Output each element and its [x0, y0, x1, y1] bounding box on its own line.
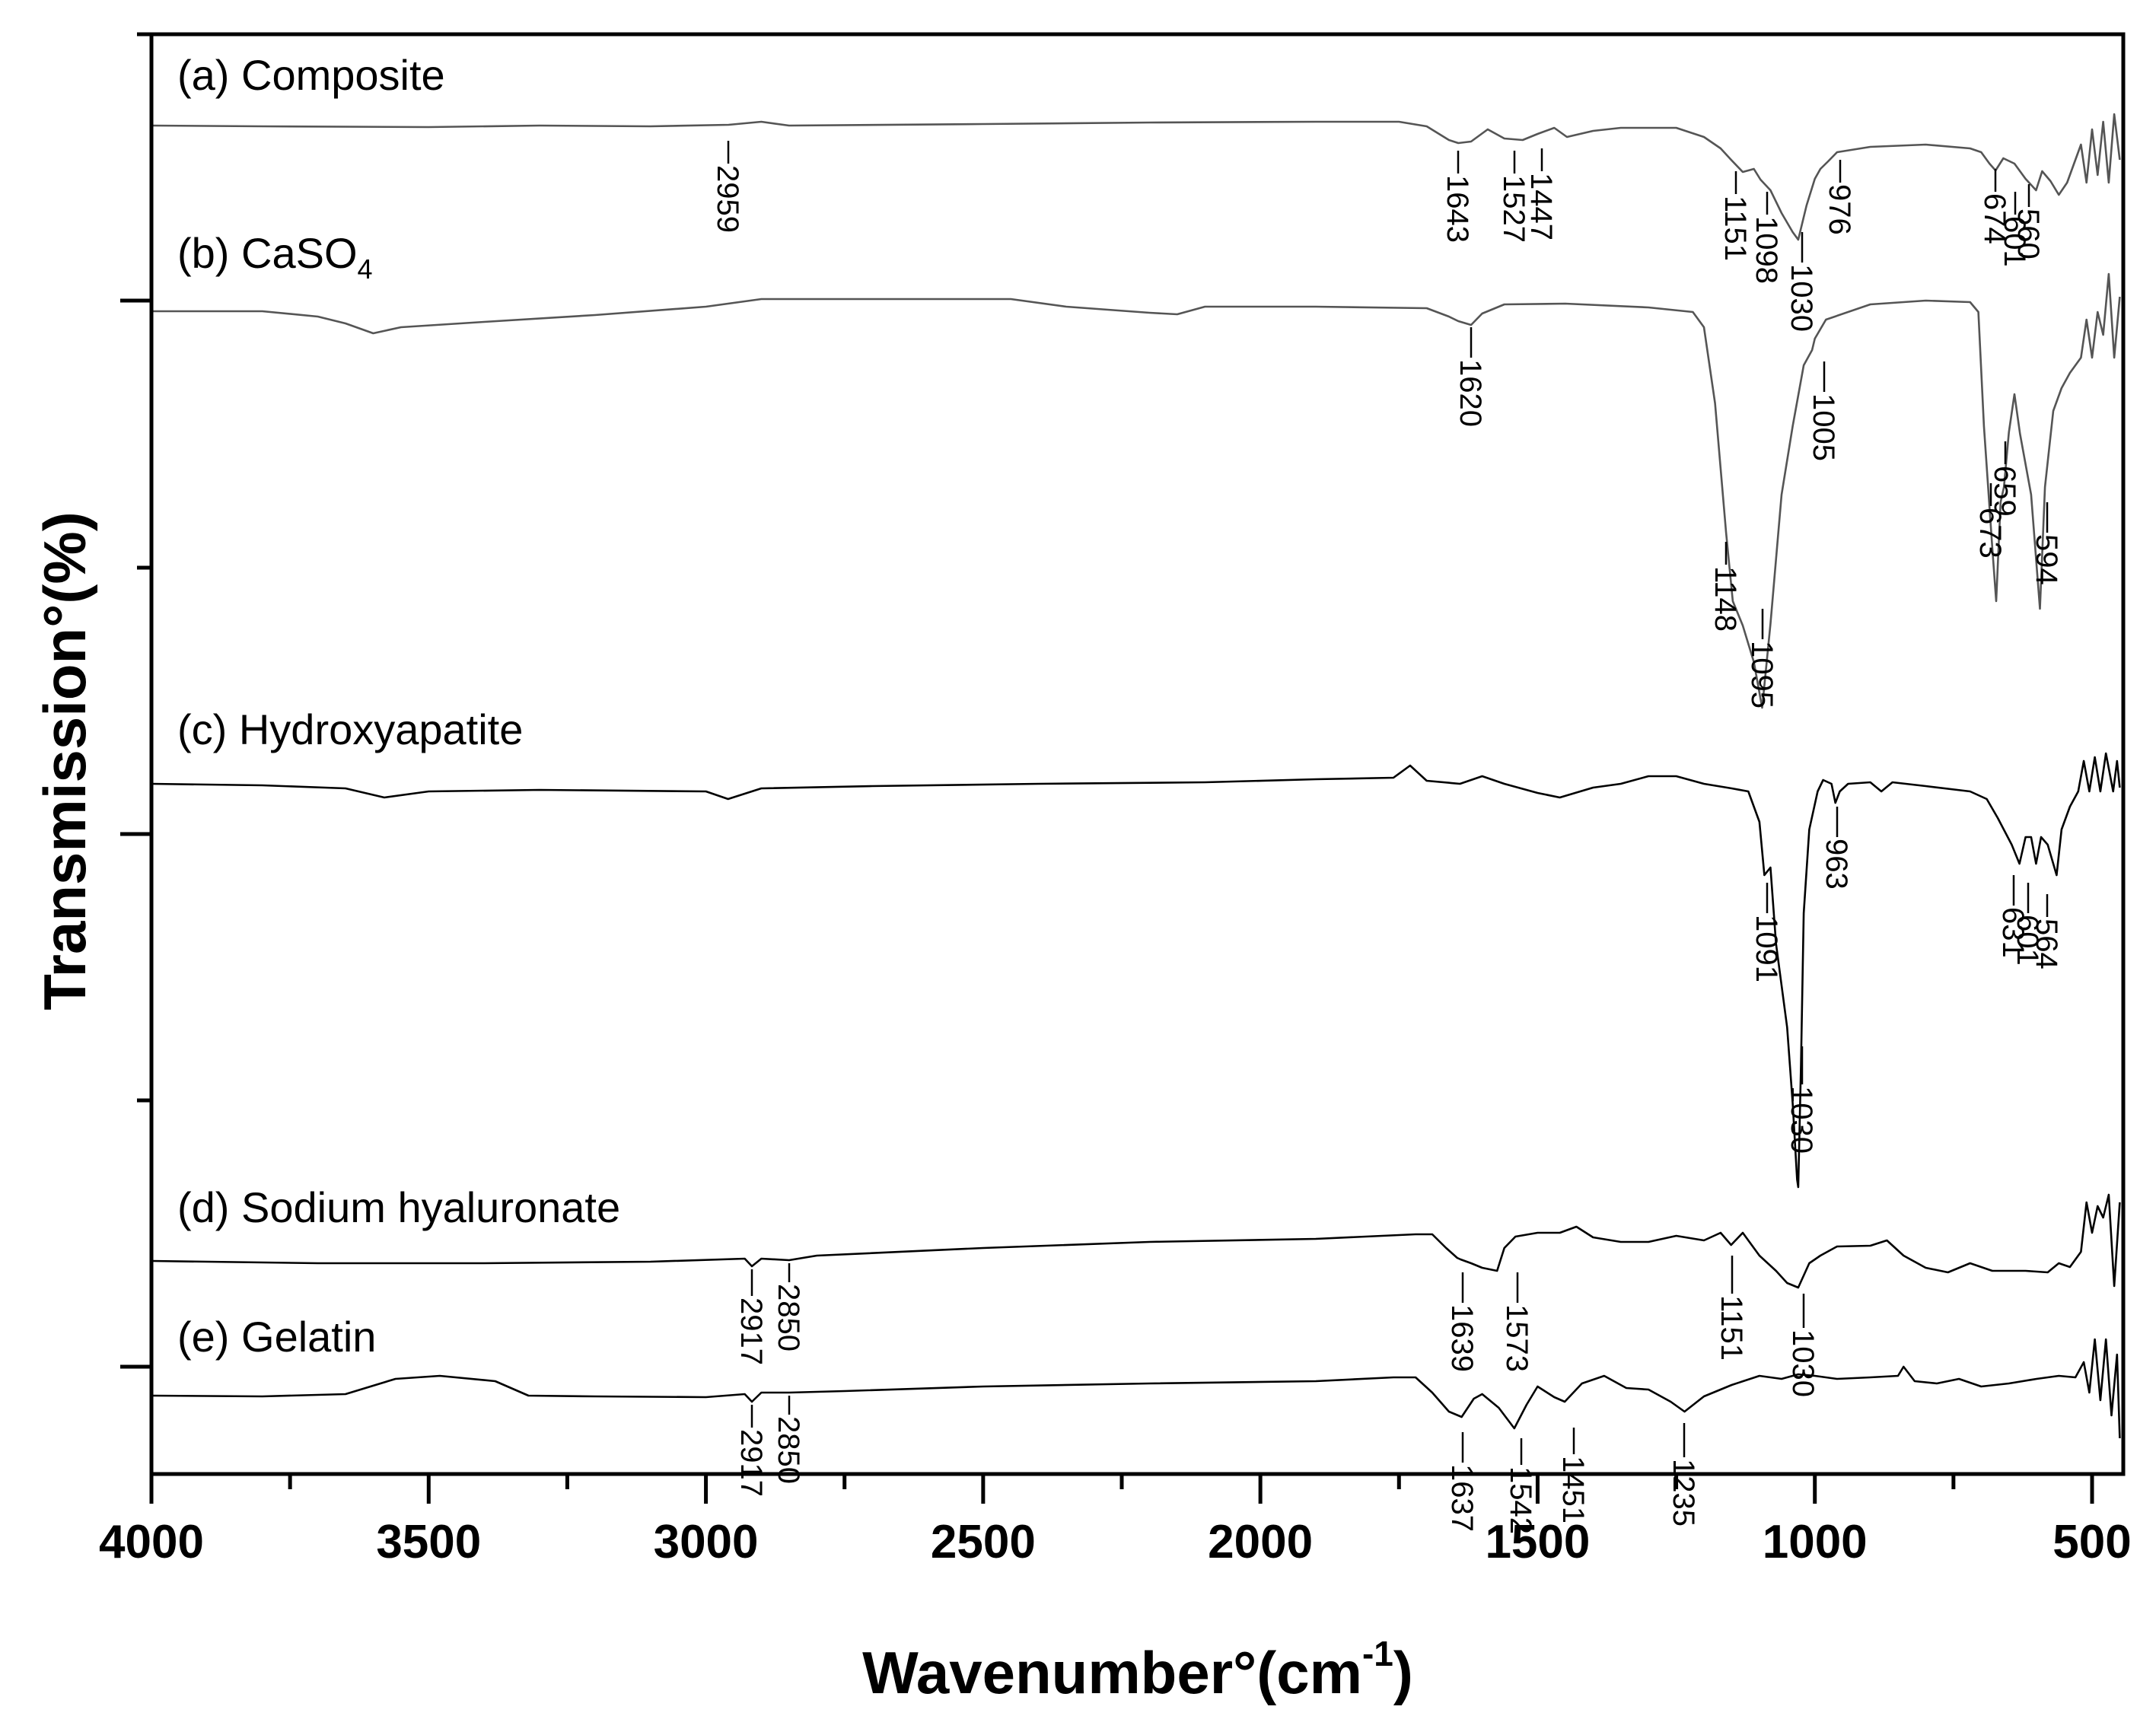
peak-label: 963: [1820, 839, 1853, 890]
peak-label: 1643: [1441, 175, 1474, 243]
peak-label: 1151: [1718, 196, 1752, 261]
peak-label: 564: [2030, 918, 2063, 969]
peak-label: 2959: [711, 165, 744, 233]
peak-label: 594: [2030, 534, 2063, 585]
series-label-gelatin: (e) Gelatin: [177, 1313, 376, 1361]
series-label-sodium-hyaluronate: (d) Sodium hyaluronate: [177, 1183, 620, 1231]
plot-frame: [149, 32, 2126, 1476]
peak-label: 631: [1996, 907, 2030, 958]
x-tick-label: 3500: [376, 1516, 481, 1568]
peak-label: 2850: [772, 1284, 805, 1351]
peak-label: 659: [1988, 466, 2021, 517]
peak-label: 1148: [1709, 566, 1742, 632]
series-label-hydroxyapatite: (c) Hydroxyapatite: [177, 705, 523, 753]
spectrum-trace: [151, 752, 2121, 1189]
peak-label: 1639: [1445, 1304, 1479, 1372]
peak-label: 1573: [1500, 1304, 1533, 1372]
x-axis-ticks: 4000 3500 3000 2500 2000 1500 1000 500: [99, 1474, 2132, 1568]
spectrum-trace: [151, 272, 2121, 709]
peak-label: 1451: [1556, 1456, 1590, 1523]
peak-label: 1095: [1745, 641, 1779, 708]
peak-label: 2917: [734, 1297, 768, 1365]
peak-label: 1235: [1667, 1459, 1700, 1527]
peak-label: 1030: [1786, 1329, 1820, 1397]
peak-label: 674: [1978, 193, 2011, 244]
peak-label: 1030: [1785, 264, 1818, 332]
series-label-caso4: (b) CaSO4: [177, 229, 373, 285]
peak-label: 560: [2011, 209, 2045, 259]
peak-label: 1620: [1454, 359, 1487, 427]
peak-label: 1527: [1497, 175, 1530, 243]
y-axis-title: Transmission°(%): [31, 511, 98, 1010]
spectrum-trace: [151, 1193, 2121, 1289]
peak-label: 601: [1998, 216, 2031, 267]
x-tick-label: 1500: [1485, 1516, 1590, 1568]
x-axis-title: Wavenumber°(cm-1): [862, 1634, 1413, 1706]
x-tick-label: 2000: [1208, 1516, 1313, 1568]
series-label-composite: (a) Composite: [177, 51, 445, 99]
peak-label: 1447: [1524, 173, 1558, 240]
peak-label: 1542: [1504, 1466, 1537, 1534]
spectrum-traces: [151, 113, 2121, 1439]
x-tick-label: 3000: [654, 1516, 759, 1568]
spectrum-trace: [151, 113, 2121, 241]
y-axis-ticks: [120, 32, 151, 1369]
peak-label: 601: [2011, 915, 2044, 966]
spectrum-trace: [151, 1338, 2121, 1439]
x-tick-label: 500: [2052, 1516, 2131, 1568]
peak-label: 1091: [1750, 915, 1783, 982]
peak-label: 976: [1823, 184, 1856, 235]
x-tick-label: 1000: [1763, 1516, 1868, 1568]
peak-label: 673: [1973, 508, 2007, 559]
peak-label: 1005: [1807, 393, 1840, 461]
peak-label: 1098: [1750, 216, 1783, 284]
x-tick-label: 4000: [99, 1516, 204, 1568]
x-tick-label: 2500: [931, 1516, 1036, 1568]
peak-label: 1151: [1715, 1295, 1748, 1361]
peak-label: 2917: [734, 1429, 768, 1497]
peak-label: 1030: [1785, 1086, 1818, 1154]
series-labels: (a) Composite (b) CaSO4 (c) Hydroxyapati…: [177, 51, 620, 1361]
